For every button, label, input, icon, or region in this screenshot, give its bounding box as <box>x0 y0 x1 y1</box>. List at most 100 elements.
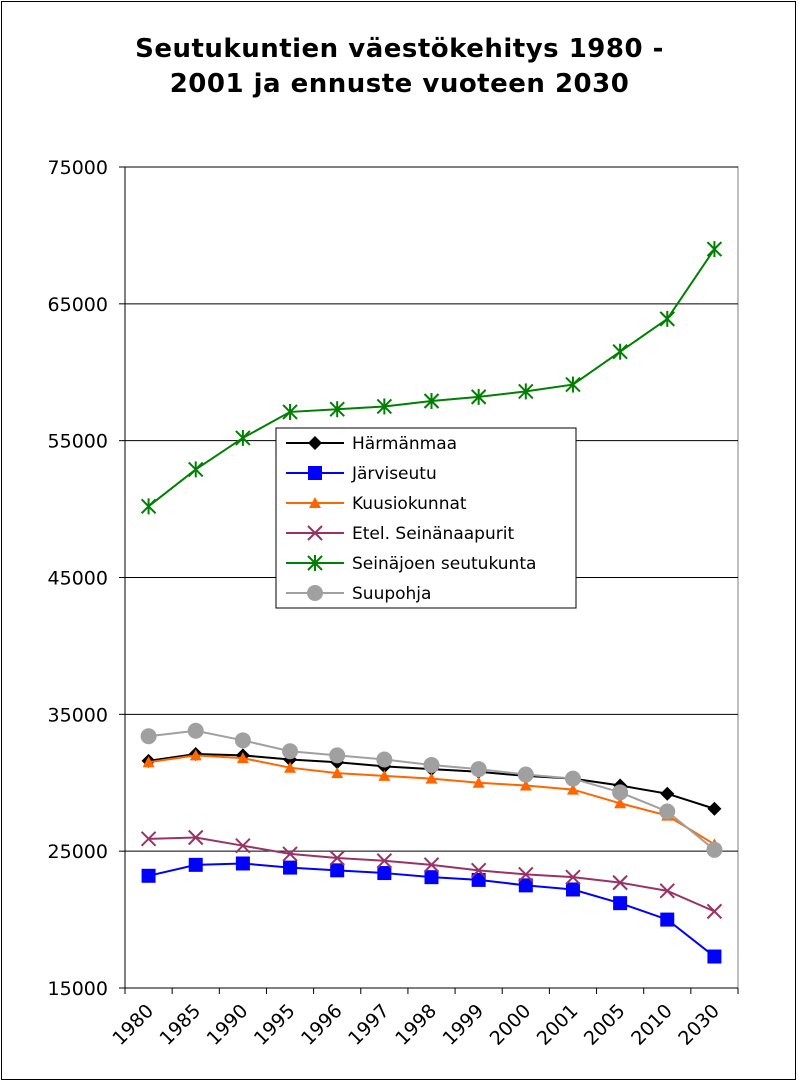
data-point <box>142 756 155 768</box>
x-marker-stroke <box>282 846 298 862</box>
legend-label: Järviseutu <box>351 464 437 484</box>
data-point <box>234 732 251 749</box>
data-point <box>188 829 204 846</box>
data-point <box>424 870 439 885</box>
data-point <box>706 841 723 858</box>
legend-label: Kuusiokunnat <box>352 494 467 514</box>
data-point <box>612 343 628 360</box>
x-marker-stroke <box>423 857 440 873</box>
star-marker <box>307 555 323 571</box>
diamond-marker <box>308 436 322 450</box>
series-suupohja <box>140 722 723 858</box>
data-point <box>423 392 440 409</box>
x-marker-stroke <box>235 837 251 854</box>
x-tick-label: 1999 <box>438 1000 488 1050</box>
data-point <box>659 883 675 899</box>
data-point <box>659 310 675 327</box>
data-point <box>706 903 723 920</box>
data-point <box>330 863 345 878</box>
x-marker-stroke <box>307 525 323 541</box>
series-jarviseutu <box>141 856 722 964</box>
data-point <box>283 860 298 875</box>
chart-title: Seutukuntien väestökehitys 1980 - 2001 j… <box>0 32 799 102</box>
data-point <box>236 752 249 764</box>
x-marker-stroke <box>376 853 393 869</box>
y-tick-label: 25000 <box>48 841 108 863</box>
data-point <box>659 803 676 820</box>
data-point <box>706 241 723 258</box>
x-marker-stroke <box>706 903 723 920</box>
x-marker-stroke <box>329 850 345 866</box>
chart-title-line-1: Seutukuntien väestökehitys 1980 - <box>135 34 664 64</box>
data-point <box>188 857 203 872</box>
legend-label: Etel. Seinänaapurit <box>352 524 514 544</box>
data-point <box>470 388 487 405</box>
data-point <box>660 786 675 801</box>
data-point <box>518 878 533 893</box>
x-marker-stroke <box>612 874 628 891</box>
legend-label: Suupohja <box>352 584 431 604</box>
y-tick-label: 45000 <box>48 568 108 590</box>
x-marker-stroke <box>470 862 487 879</box>
x-tick-label: 1995 <box>250 1000 300 1050</box>
data-point <box>331 767 344 779</box>
data-point <box>282 846 298 862</box>
legend-item: Kuusiokunnat <box>286 494 467 514</box>
data-point <box>565 882 580 897</box>
x-tick-label: 2010 <box>627 1000 677 1050</box>
data-point <box>613 896 628 911</box>
data-point <box>423 756 440 773</box>
data-point <box>564 770 581 787</box>
x-tick-label: 1990 <box>203 1000 253 1050</box>
x-marker-stroke <box>659 883 675 899</box>
data-point <box>235 837 251 854</box>
data-point <box>470 862 487 879</box>
data-point <box>187 722 204 739</box>
square-marker <box>308 466 322 480</box>
data-point <box>707 801 722 816</box>
data-point <box>425 772 438 784</box>
data-point <box>470 761 487 778</box>
data-point <box>472 776 485 788</box>
x-tick-label: 2005 <box>580 1000 630 1050</box>
legend: Härmänmaa Järviseutu Kuusiokunnat Etel. Sei… <box>275 427 577 609</box>
data-point <box>517 766 534 783</box>
data-point <box>612 784 629 801</box>
x-marker-stroke <box>565 869 581 885</box>
data-point <box>329 747 346 764</box>
legend-label: Härmänmaa <box>352 434 457 454</box>
series-etel-seinanaapurit <box>140 829 723 920</box>
series-kuusiokunnat <box>142 749 721 850</box>
data-point <box>140 498 157 515</box>
data-point <box>140 728 157 745</box>
chart-title-line-2: 2001 ja ennuste vuoteen 2030 <box>169 69 630 99</box>
x-marker-stroke <box>140 831 157 847</box>
x-marker <box>307 525 323 541</box>
x-marker-stroke <box>188 829 204 846</box>
data-point <box>329 401 345 418</box>
y-tick-label: 35000 <box>48 704 108 726</box>
data-point <box>518 383 534 400</box>
data-point <box>329 850 345 866</box>
legend-label: Seinäjoen seutukunta <box>352 554 536 574</box>
legend-item: Järviseutu <box>286 464 437 484</box>
data-point <box>282 743 299 760</box>
data-point <box>284 761 297 773</box>
data-point <box>565 376 581 393</box>
data-point <box>189 749 202 761</box>
circle-marker <box>307 585 323 601</box>
data-point <box>376 398 393 415</box>
x-tick-label: 1980 <box>108 1000 158 1050</box>
x-tick-label: 2030 <box>674 1000 724 1050</box>
data-point <box>423 857 440 873</box>
data-point <box>140 831 157 847</box>
legend-item: Suupohja <box>286 584 431 604</box>
legend-box <box>275 427 577 609</box>
triangle-marker <box>309 497 321 508</box>
series-seinajoen-seutukunta <box>140 241 723 515</box>
data-point <box>376 853 393 869</box>
data-point <box>565 869 581 885</box>
data-point <box>377 866 392 881</box>
legend-item: Etel. Seinänaapurit <box>286 524 514 544</box>
